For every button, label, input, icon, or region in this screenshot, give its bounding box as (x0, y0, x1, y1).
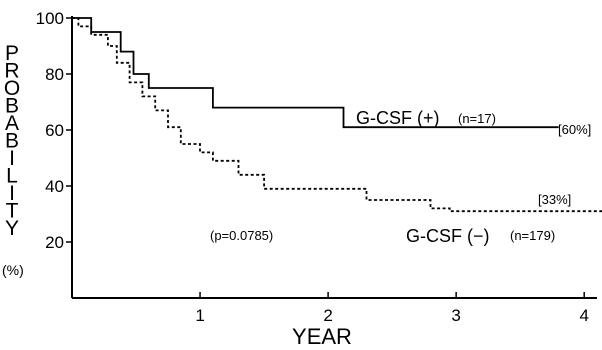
y-tick-label: 80 (45, 65, 64, 84)
y-axis-title-char: B (5, 95, 19, 118)
y-axis-title-char: I (9, 182, 15, 205)
y-axis-title-char: A (5, 112, 19, 135)
x-axis-title: YEAR (292, 324, 352, 349)
p-value-annotation: (p=0.0785) (210, 228, 273, 243)
series-line-gcsf-minus (72, 17, 602, 213)
x-axis-ticks: 1 2 3 4 (195, 292, 589, 325)
y-tick-label: 40 (45, 177, 64, 196)
series-label-gcsf-minus: G-CSF (−) (406, 226, 490, 246)
y-axis-title-char: Y (5, 217, 19, 240)
x-tick-label: 3 (451, 306, 460, 325)
y-axis-title-char: R (4, 60, 19, 83)
y-axis-title-char: O (4, 77, 20, 100)
series-n-gcsf-plus: (n=17) (458, 111, 496, 126)
y-axis-ticks: 20 40 60 80 100 (36, 9, 72, 252)
series-end-gcsf-minus: [33%] (538, 192, 571, 207)
series-n-gcsf-minus: (n=179) (510, 228, 555, 243)
x-tick-label: 1 (195, 306, 204, 325)
y-tick-label: 100 (36, 9, 64, 28)
y-axis-title-char: L (6, 165, 18, 188)
y-tick-label: 20 (45, 233, 64, 252)
x-tick-label: 2 (323, 306, 332, 325)
y-axis-unit: (%) (2, 262, 24, 278)
x-tick-label: 4 (579, 306, 588, 325)
y-axis-title-char: I (9, 147, 15, 170)
y-axis-title-char: B (5, 130, 19, 153)
y-tick-label: 60 (45, 121, 64, 140)
y-axis-title-char: T (6, 200, 19, 223)
series-end-gcsf-plus: [60%] (558, 122, 591, 137)
series-lines (72, 17, 602, 213)
chart-axes (71, 16, 597, 299)
series-label-gcsf-plus: G-CSF (+) (356, 108, 440, 128)
y-axis-title-char: P (5, 42, 19, 65)
series-line-gcsf-plus (72, 17, 559, 129)
